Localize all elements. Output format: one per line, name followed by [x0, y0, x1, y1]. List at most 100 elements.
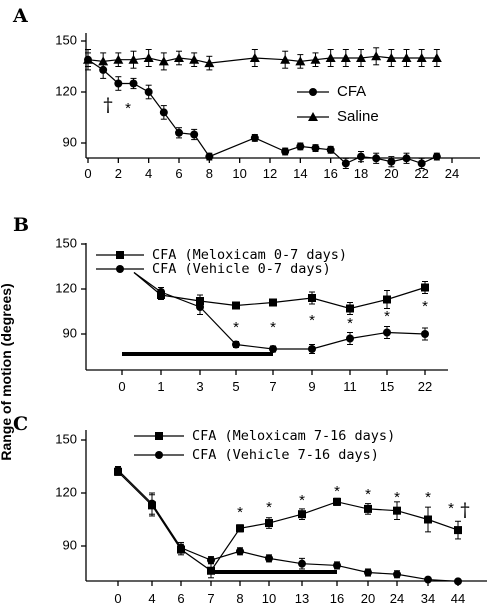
data-point	[158, 56, 169, 66]
data-point	[249, 53, 260, 62]
panel-b: B 90 120 150 0 1 3 5 7 9 11 15 22 * * * * * * CFA (Meloxica…	[13, 214, 448, 394]
data-point	[175, 128, 183, 137]
data-point	[421, 330, 429, 338]
data-point	[393, 570, 401, 579]
data-point	[205, 152, 214, 161]
x-tick-label: 15	[380, 379, 394, 394]
data-point	[333, 497, 341, 506]
x-tick-label: 24	[390, 591, 404, 606]
significance-star: *	[309, 312, 315, 329]
data-point	[113, 54, 124, 64]
data-point	[432, 152, 441, 161]
data-point	[295, 56, 306, 66]
x-tick-label: 20	[361, 591, 375, 606]
data-point	[296, 142, 305, 151]
legend-marker	[155, 451, 163, 459]
significance-star: *	[237, 504, 243, 521]
data-point	[357, 152, 365, 161]
series-line	[117, 471, 459, 572]
data-point	[308, 294, 316, 302]
significance-star: *	[125, 100, 131, 117]
panel-letter-c: C	[13, 413, 28, 435]
data-point	[364, 504, 372, 513]
data-point	[454, 577, 462, 586]
series-vehicle	[114, 466, 462, 586]
data-point	[356, 53, 366, 62]
x-tick-label: 5	[232, 379, 239, 394]
x-tick-label: 24	[445, 166, 459, 181]
data-point	[333, 561, 341, 570]
data-point	[431, 53, 442, 62]
series-saline	[83, 47, 442, 71]
panel-c: C 90 120 150 0 4 6 7 8 10 13 16 20 24 34 44 * * * * * * * * † CFA…	[13, 413, 487, 606]
legend-marker	[116, 251, 124, 259]
x-tick-label: 6	[175, 166, 182, 181]
y-axis-label: Range of motion (degrees)	[0, 283, 14, 460]
y-tick-label: 90	[63, 537, 77, 552]
data-point	[174, 53, 184, 62]
data-point	[159, 108, 168, 117]
legend: CFA (Meloxicam 7-16 days) CFA (Vehicle 7-…	[134, 428, 395, 463]
series-line	[87, 55, 437, 64]
data-point	[326, 145, 335, 154]
data-point	[383, 328, 391, 337]
data-point	[128, 54, 139, 64]
x-tick-label: 0	[118, 379, 125, 394]
data-point	[269, 345, 277, 353]
legend-label: CFA (Vehicle 7-16 days)	[192, 447, 379, 463]
data-point	[298, 510, 306, 519]
x-tick-label: 6	[177, 591, 184, 606]
data-point	[196, 303, 204, 311]
data-point	[386, 53, 397, 62]
data-point	[98, 56, 109, 66]
data-point	[250, 133, 259, 142]
data-point	[310, 54, 321, 64]
significance-star: *	[394, 489, 400, 506]
series-line	[117, 469, 459, 582]
data-point	[346, 304, 354, 313]
y-tick-label: 120	[55, 484, 77, 499]
data-point	[207, 566, 215, 575]
data-point	[341, 159, 350, 168]
data-point	[340, 53, 351, 62]
data-point	[417, 159, 426, 168]
data-point	[383, 295, 391, 304]
data-point	[424, 515, 432, 524]
data-point	[393, 506, 401, 515]
data-point	[236, 547, 244, 556]
treatment-bar	[211, 570, 337, 574]
significance-star: *	[347, 315, 353, 332]
data-point	[144, 88, 153, 96]
panel-letter-a: A	[12, 5, 28, 27]
significance-star: *	[422, 298, 428, 315]
significance-star: *	[334, 483, 340, 500]
x-tick-label: 8	[236, 591, 243, 606]
data-point	[189, 54, 200, 64]
x-tick-label: 34	[421, 591, 435, 606]
y-tick-label: 150	[55, 32, 77, 47]
x-tick-label: 20	[384, 166, 398, 181]
data-point	[114, 79, 123, 88]
dagger-mark: †	[103, 94, 113, 116]
x-tick-label: 7	[207, 591, 214, 606]
x-tick-label: 22	[418, 379, 432, 394]
data-point	[265, 519, 273, 528]
y-tick-label: 120	[55, 83, 77, 98]
x-tick-label: 0	[84, 166, 91, 181]
legend-label: CFA (Vehicle 0-7 days)	[152, 261, 331, 277]
x-tick-label: 2	[115, 166, 122, 181]
data-point	[232, 301, 240, 310]
x-tick-label: 16	[330, 591, 344, 606]
y-tick-label: 150	[55, 235, 77, 250]
y-tick-label: 90	[63, 134, 77, 149]
panel-letter-b: B	[13, 214, 29, 236]
data-point	[236, 524, 244, 533]
legend-marker	[309, 88, 317, 96]
series-cfa	[84, 52, 441, 169]
significance-star: *	[233, 319, 239, 336]
data-point	[325, 53, 336, 62]
x-tick-label: 0	[114, 591, 121, 606]
y-tick-label: 120	[55, 280, 77, 295]
data-point	[346, 334, 354, 343]
